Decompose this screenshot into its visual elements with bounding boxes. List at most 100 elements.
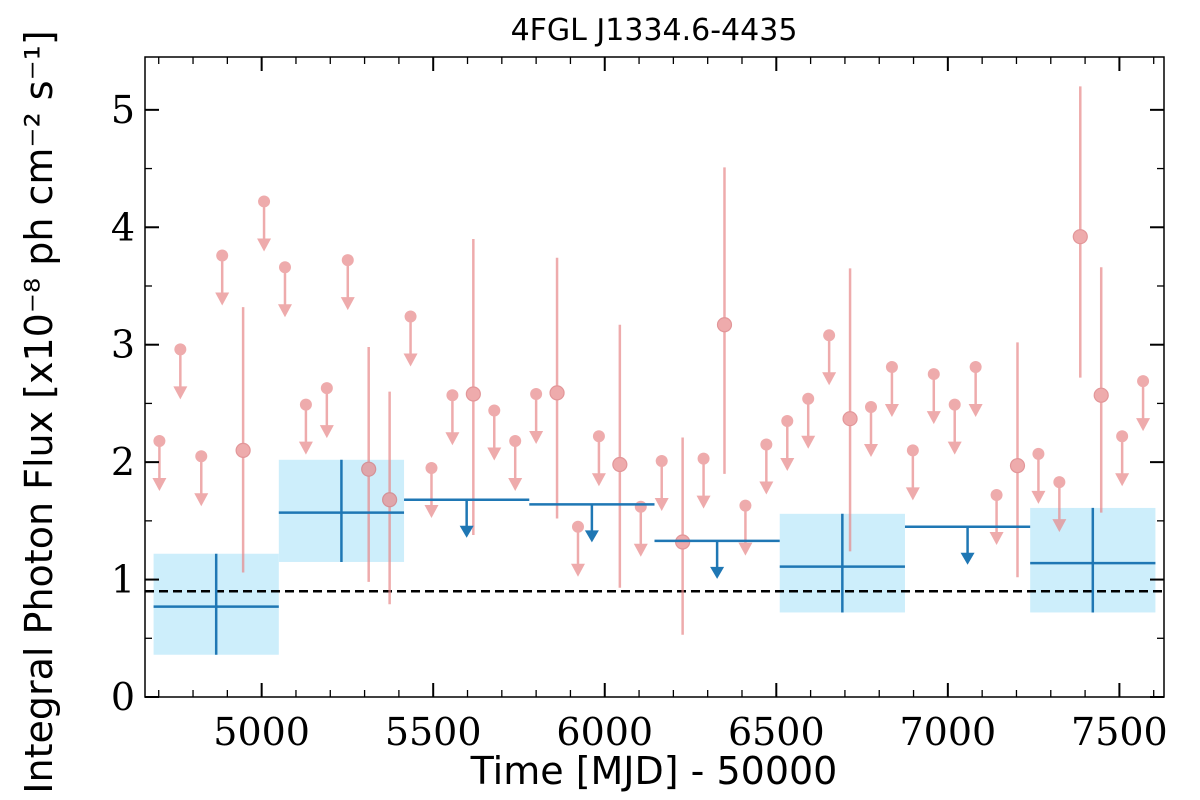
data-point (465, 386, 481, 402)
short-bin-point-22 (612, 324, 628, 588)
upper-limit-marker (174, 343, 187, 356)
upper-limit-marker (1116, 430, 1129, 443)
long-bin-6 (904, 525, 1031, 565)
upper-limit-marker (341, 254, 354, 267)
upper-limit-arrow (403, 353, 418, 367)
upper-limit-marker (488, 404, 501, 417)
short-bin-point-38 (947, 398, 962, 455)
short-bin-point-30 (780, 415, 795, 472)
short-bin-point-34 (863, 400, 878, 457)
long-bin-3 (529, 503, 655, 543)
upper-limit-arrow (487, 447, 502, 461)
data-point (612, 456, 628, 473)
short-bin-point-9 (340, 254, 355, 311)
data-point (361, 461, 377, 477)
short-bin-point-45 (1093, 267, 1109, 513)
upper-limit-arrow (738, 542, 753, 556)
upper-limit-marker (571, 520, 584, 533)
upper-limit-arrow (863, 443, 878, 457)
upper-limit-marker (299, 398, 312, 411)
upper-limit-marker (697, 452, 710, 465)
short-bin-point-17 (508, 435, 523, 491)
upper-limit-marker (906, 444, 919, 457)
upper-limit-arrow (822, 372, 837, 386)
upper-limit-arrow (591, 473, 606, 487)
upper-limit-marker (195, 450, 208, 463)
short-bin-point-31 (801, 392, 816, 449)
upper-limit-arrow (298, 441, 313, 455)
short-bin-point-10 (361, 347, 377, 582)
data-point (549, 385, 565, 401)
short-bin-point-36 (905, 444, 920, 501)
upper-limit-marker (969, 361, 982, 374)
y-tick-label: 2 (111, 440, 135, 484)
y-tick-label: 5 (111, 88, 135, 132)
upper-limit-arrow (508, 478, 523, 491)
upper-limit-marker (885, 361, 898, 374)
upper-limit-arrow (947, 441, 962, 455)
short-bin-point-35 (884, 361, 899, 418)
upper-limit-marker (990, 489, 1003, 502)
upper-limit-arrow (424, 505, 439, 519)
long-bin-ul-arrow (710, 566, 725, 579)
x-tick-label: 6000 (556, 710, 653, 754)
data-point (1072, 229, 1088, 245)
upper-limit-arrow (1115, 473, 1130, 487)
upper-limit-marker (425, 462, 438, 475)
y-tick-label: 3 (111, 323, 135, 367)
upper-limit-marker (802, 392, 815, 405)
short-bin-point-27 (716, 167, 733, 474)
upper-limit-marker (592, 430, 605, 443)
short-bin-series (152, 86, 1151, 635)
axes-frame (144, 56, 1165, 698)
upper-limit-arrow (319, 425, 334, 439)
short-bin-point-24 (654, 454, 669, 511)
upper-limit-marker (634, 500, 647, 513)
short-bin-point-18 (529, 388, 544, 445)
upper-limit-arrow (257, 238, 272, 252)
axes: 5000 5500 6000 6500 7000 7500 0 1 2 3 4 5 (111, 56, 1168, 754)
short-bin-point-11 (382, 391, 398, 605)
chart-title: 4FGL J1334.6-4435 (511, 13, 798, 48)
upper-limit-marker (509, 435, 522, 447)
short-bin-point-16 (487, 404, 502, 461)
short-bin-point-41 (1009, 342, 1026, 578)
upper-limit-marker (320, 382, 333, 395)
upper-limit-arrow (1031, 490, 1046, 504)
upper-limit-arrow (905, 487, 920, 501)
x-axis-label: Time [MJD] - 50000 (470, 749, 838, 793)
upper-limit-marker (1053, 476, 1066, 489)
long-bin-series (153, 459, 1156, 655)
long-bin-ul-arrow (459, 525, 474, 538)
upper-limit-arrow (445, 432, 460, 446)
upper-limit-arrow (529, 431, 544, 445)
upper-limit-arrow (152, 478, 167, 491)
short-bin-point-32 (822, 329, 837, 386)
short-bin-point-28 (738, 499, 753, 556)
y-tick-label: 0 (111, 675, 135, 719)
short-bin-point-2 (194, 450, 209, 507)
short-bin-point-7 (298, 398, 313, 455)
upper-limit-marker (530, 388, 543, 401)
upper-limit-marker (781, 415, 794, 428)
upper-limit-arrow (340, 297, 355, 311)
short-bin-point-15 (465, 239, 481, 535)
x-tick-label: 5500 (385, 710, 482, 754)
x-tick-label: 5000 (213, 710, 310, 754)
short-bin-point-6 (277, 261, 292, 318)
upper-limit-arrow (926, 411, 941, 425)
short-bin-point-21 (591, 430, 606, 487)
upper-limit-arrow (173, 386, 188, 400)
upper-limit-marker (404, 310, 417, 323)
upper-limit-arrow (801, 435, 816, 449)
upper-limit-marker (258, 195, 271, 208)
short-bin-point-39 (968, 361, 983, 418)
upper-limit-marker (864, 400, 877, 413)
upper-limit-arrow (759, 481, 774, 495)
short-bin-point-46 (1115, 430, 1130, 487)
upper-limit-arrow (654, 497, 669, 511)
short-bin-point-47 (1136, 375, 1151, 432)
short-bin-point-3 (215, 249, 230, 306)
upper-limit-arrow (968, 404, 983, 418)
